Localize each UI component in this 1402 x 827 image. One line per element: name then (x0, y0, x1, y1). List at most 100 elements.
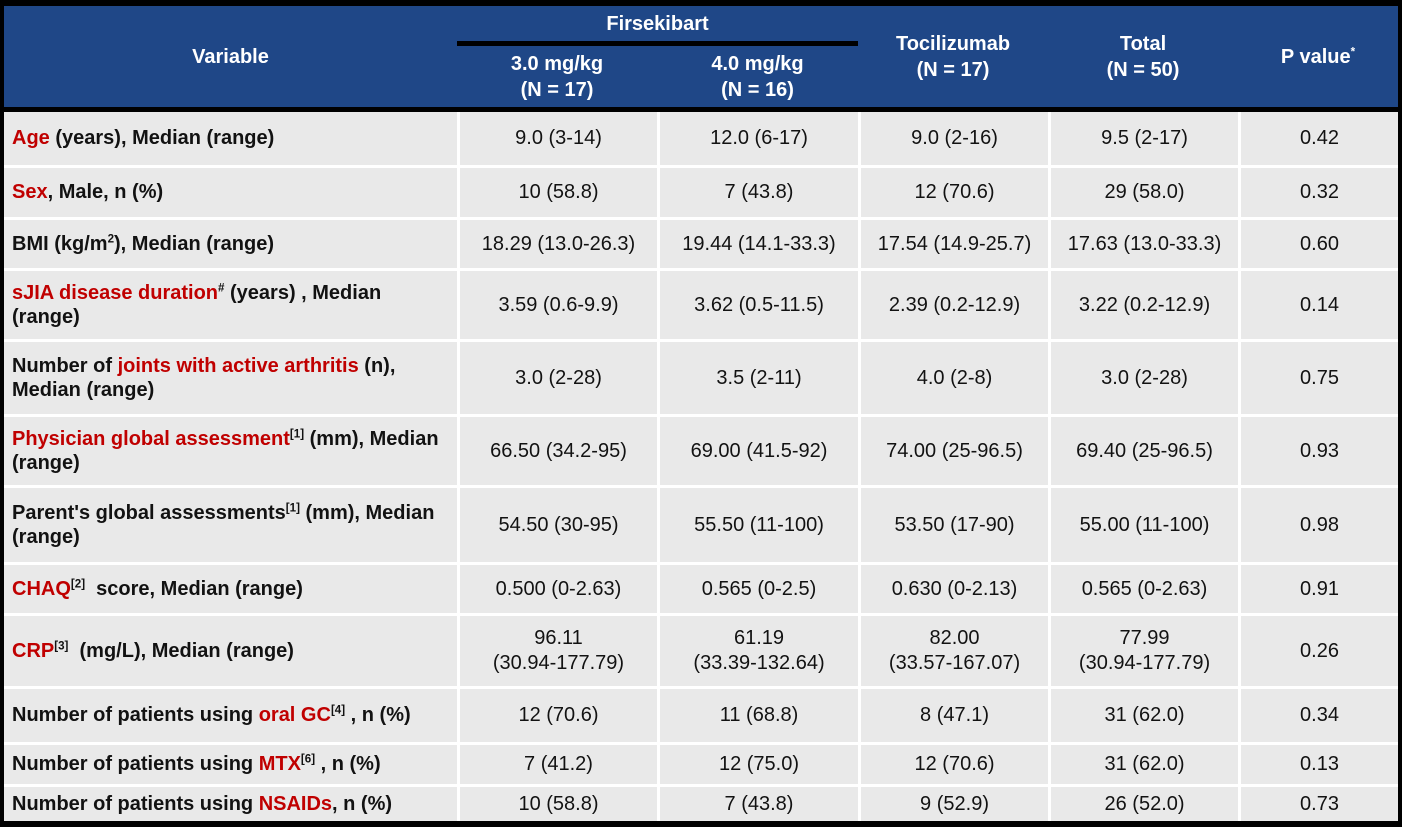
superscript: [1] (285, 501, 300, 515)
label-text: Tocilizumab (N = 17) (895, 32, 1011, 81)
row-label-cell: CRP[3] (mg/L), Median (range) (4, 613, 457, 687)
value-cell: 31 (62.0) (1048, 686, 1239, 742)
value-cell: 17.63 (13.0-33.3) (1048, 217, 1239, 269)
col-header-dose-3mg: 3.0 mg/kg (N = 17) (457, 46, 657, 112)
value-cell: 12 (75.0) (657, 741, 859, 785)
value-cell: 0.93 (1238, 414, 1399, 486)
value-cell: 0.98 (1238, 485, 1399, 563)
row-label-cell: CHAQ[2] score, Median (range) (4, 562, 457, 613)
label-text: BMI (kg/m (12, 233, 108, 256)
superscript: 2 (107, 232, 115, 246)
label-text: P value (1280, 45, 1351, 68)
value-cell: 77.99 (30.94-177.79) (1048, 613, 1239, 687)
label-term-highlight: joints with active arthritis (117, 354, 359, 377)
superscript: [4] (330, 703, 346, 717)
value-cell: 61.19 (33.39-132.64) (657, 613, 859, 687)
label-term-highlight: Physician global assessment (12, 427, 290, 450)
superscript: [3] (54, 639, 69, 653)
table-row: Number of patients using MTX[6] , n (%) 7… (4, 741, 1399, 785)
value-cell: 12.0 (6-17) (657, 112, 859, 165)
table-row: CHAQ[2] score, Median (range) 0.500 (0-2.… (4, 562, 1399, 613)
col-header-variable: Variable (4, 6, 457, 112)
row-label-cell: Number of patients using MTX[6] , n (%) (4, 741, 457, 785)
label-text: ), Median (range) (114, 233, 275, 256)
value-cell: 17.54 (14.9-25.7) (858, 217, 1049, 269)
label-term-highlight: Sex (12, 181, 48, 204)
value-cell: 0.565 (0-2.5) (657, 562, 859, 613)
value-cell: 0.73 (1238, 784, 1399, 821)
table-header: Variable Firsekibart Tocilizumab (N = 17… (4, 6, 1399, 112)
table-row: sJIA disease duration# (years) , Median … (4, 268, 1399, 340)
table-row: Number of patients using NSAIDs, n (%) 10… (4, 784, 1399, 821)
value-cell: 9 (52.9) (858, 784, 1049, 821)
row-label-cell: sJIA disease duration# (years) , Median … (4, 268, 457, 340)
value-cell: 96.11 (30.94-177.79) (457, 613, 657, 687)
label-text: , n (%) (332, 793, 393, 815)
row-label-cell: BMI (kg/m2), Median (range) (4, 217, 457, 269)
label-text: (mm), Median (range) (12, 427, 445, 475)
value-cell: 3.59 (0.6-9.9) (457, 268, 657, 340)
label-text: , n (%) (345, 704, 411, 727)
value-cell: 7 (41.2) (457, 741, 657, 785)
label-text: (n), Median (range) (12, 354, 401, 402)
label-text: (years) , Median (range) (12, 281, 387, 329)
value-cell: 4.0 (2-8) (858, 339, 1049, 415)
table-row: Sex, Male, n (%) 10 (58.8) 7 (43.8) 12 (70.… (4, 164, 1399, 218)
label-text: Total (N = 50) (1106, 32, 1180, 81)
value-cell: 9.0 (2-16) (858, 112, 1049, 165)
label-text: 4.0 mg/kg (N = 16) (711, 52, 804, 101)
value-cell: 19.44 (14.1-33.3) (657, 217, 859, 269)
label-text: Firsekibart (606, 12, 709, 35)
label-text: Variable (192, 45, 269, 68)
label-term-highlight: CHAQ (12, 577, 71, 600)
label-text: (mm), Median (range) (12, 501, 440, 549)
label-text: Number of patients using (12, 753, 259, 776)
label-term-highlight: sJIA disease duration (12, 281, 218, 304)
row-label-cell: Number of joints with active arthritis (… (4, 339, 457, 415)
value-cell: 3.62 (0.5-11.5) (657, 268, 859, 340)
label-text: , Male, n (%) (47, 181, 164, 204)
header-row-2: 3.0 mg/kg (N = 17) 4.0 mg/kg (N = 16) (4, 46, 1398, 112)
baseline-characteristics-table: Variable Firsekibart Tocilizumab (N = 17… (4, 6, 1399, 821)
table-body: Age (years), Median (range) 9.0 (3-14) 12.… (4, 112, 1399, 821)
value-cell: 82.00 (33.57-167.07) (858, 613, 1049, 687)
label-text: (mg/L), Median (range) (68, 639, 294, 662)
row-label-cell: Parent's global assessments[1] (mm), Med… (4, 485, 457, 563)
value-cell: 26 (52.0) (1048, 784, 1239, 821)
value-cell: 18.29 (13.0-26.3) (457, 217, 657, 269)
value-cell: 7 (43.8) (657, 784, 859, 821)
col-header-total: Total (N = 50) (1048, 6, 1239, 112)
value-cell: 55.50 (11-100) (657, 485, 859, 563)
col-header-firsekibart-group: Firsekibart (457, 6, 859, 46)
label-term-highlight: NSAIDs (258, 793, 333, 815)
value-cell: 9.0 (3-14) (457, 112, 657, 165)
value-cell: 31 (62.0) (1048, 741, 1239, 785)
table-row: Physician global assessment[1] (mm), Med… (4, 414, 1399, 486)
superscript: [6] (300, 752, 316, 766)
superscript: * (1350, 44, 1356, 58)
header-row-1: Variable Firsekibart Tocilizumab (N = 17… (4, 6, 1399, 112)
value-cell: 12 (70.6) (858, 164, 1049, 218)
label-term-highlight: CRP (12, 639, 55, 662)
value-cell: 12 (70.6) (858, 741, 1049, 785)
label-term-highlight: oral GC (258, 704, 331, 727)
value-cell: 55.00 (11-100) (1048, 485, 1239, 563)
label-text: (years), Median (range) (49, 127, 275, 150)
value-cell: 0.75 (1238, 339, 1399, 415)
value-cell: 12 (70.6) (457, 686, 657, 742)
value-cell: 7 (43.8) (657, 164, 859, 218)
label-term-highlight: MTX (258, 753, 301, 776)
value-cell: 69.00 (41.5-92) (657, 414, 859, 486)
value-cell: 0.26 (1238, 613, 1399, 687)
value-cell: 8 (47.1) (858, 686, 1049, 742)
row-label-cell: Sex, Male, n (%) (4, 164, 457, 218)
value-cell: 0.13 (1238, 741, 1399, 785)
value-cell: 0.630 (0-2.13) (858, 562, 1049, 613)
label-text: , n (%) (315, 753, 381, 776)
value-cell: 69.40 (25-96.5) (1048, 414, 1239, 486)
superscript: [1] (289, 427, 305, 441)
value-cell: 66.50 (34.2-95) (457, 414, 657, 486)
col-header-pvalue: P value* (1238, 6, 1399, 112)
label-text: Number of (12, 354, 118, 377)
table-row: Number of patients using oral GC[4] , n … (4, 686, 1399, 742)
